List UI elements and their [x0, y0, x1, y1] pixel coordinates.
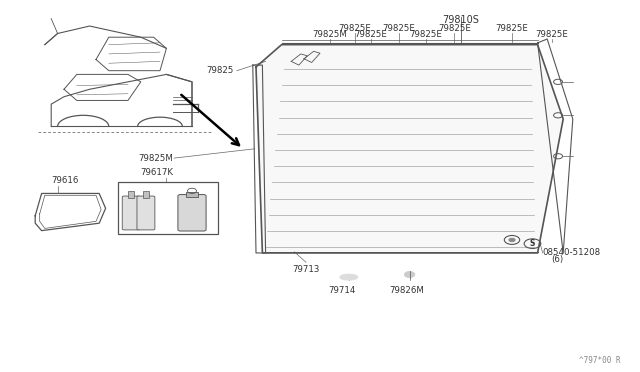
Text: 79825E: 79825E — [438, 24, 471, 33]
FancyBboxPatch shape — [122, 196, 140, 230]
Text: 79825E: 79825E — [409, 30, 442, 39]
Ellipse shape — [340, 274, 358, 280]
Text: 79714: 79714 — [329, 286, 356, 295]
Text: 79617K: 79617K — [140, 168, 173, 177]
Text: 79713: 79713 — [292, 265, 319, 274]
Text: 79825: 79825 — [206, 66, 234, 75]
Text: (6): (6) — [552, 255, 564, 264]
Bar — [128, 191, 134, 198]
Bar — [186, 192, 198, 197]
Text: 79616: 79616 — [51, 176, 79, 185]
Text: 08540-51208: 08540-51208 — [543, 248, 601, 257]
Text: 79825E: 79825E — [495, 24, 529, 33]
Polygon shape — [256, 45, 563, 253]
Text: S: S — [530, 239, 535, 248]
Text: 79825M: 79825M — [138, 154, 173, 163]
Bar — [143, 191, 149, 198]
Text: 79825E: 79825E — [382, 24, 415, 33]
Ellipse shape — [404, 272, 415, 278]
Bar — [118, 182, 218, 234]
Text: 79826M: 79826M — [389, 286, 424, 295]
Text: 79810S: 79810S — [442, 15, 479, 25]
FancyBboxPatch shape — [178, 195, 206, 231]
Text: ^797*00 R: ^797*00 R — [579, 356, 621, 365]
Text: 79825E: 79825E — [535, 30, 568, 39]
Text: 79825E: 79825E — [339, 24, 372, 33]
Text: 79825M: 79825M — [312, 30, 347, 39]
FancyBboxPatch shape — [137, 196, 155, 230]
Circle shape — [509, 238, 515, 242]
Text: 79825E: 79825E — [355, 30, 388, 39]
